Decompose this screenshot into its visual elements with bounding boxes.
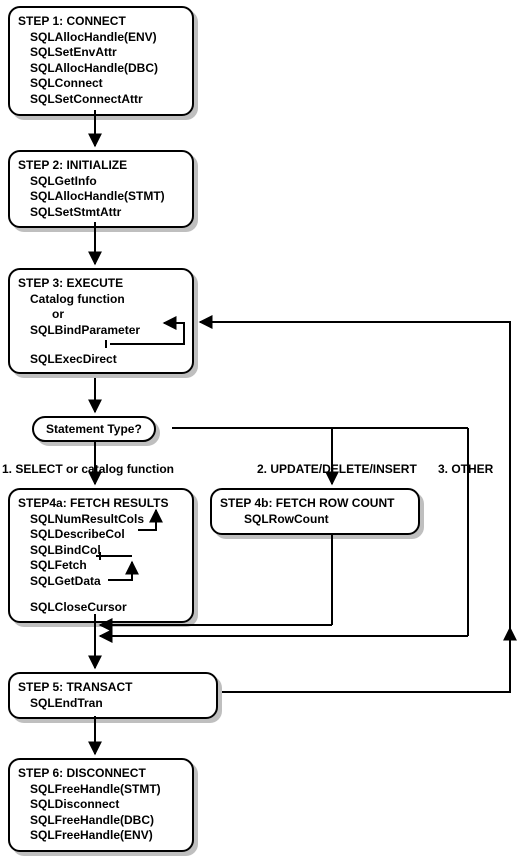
step6-line-2: SQLFreeHandle(DBC) — [30, 813, 184, 829]
step3-line-4: SQLExecDirect — [30, 352, 184, 368]
step4a-gap — [18, 590, 184, 600]
step1-box: STEP 1: CONNECT SQLAllocHandle(ENV) SQLS… — [8, 6, 194, 116]
step6-line-1: SQLDisconnect — [30, 797, 184, 813]
step1-title: STEP 1: CONNECT — [18, 14, 184, 30]
decision-box: Statement Type? — [32, 416, 156, 442]
step5-box: STEP 5: TRANSACT SQLEndTran — [8, 672, 218, 719]
step1-line-0: SQLAllocHandle(ENV) — [30, 30, 184, 46]
step6-title: STEP 6: DISCONNECT — [18, 766, 184, 782]
step3-line-3: SQLBindParameter — [30, 323, 184, 339]
step3-line-1: Catalog function — [30, 292, 184, 308]
step1-line-2: SQLAllocHandle(DBC) — [30, 61, 184, 77]
step5-line-1: SQLEndTran — [30, 696, 208, 712]
step3-title: STEP 3: EXECUTE — [18, 276, 184, 292]
step4a-line-3: SQLFetch — [30, 558, 184, 574]
step2-line-0: SQLGetInfo — [30, 174, 184, 190]
step4b-box: STEP 4b: FETCH ROW COUNT SQLRowCount — [210, 488, 420, 535]
step5-title: STEP 5: TRANSACT — [18, 680, 208, 696]
step3-box: STEP 3: EXECUTE Catalog function or SQLB… — [8, 268, 194, 374]
step3-line-2: or — [52, 307, 184, 323]
step2-line-1: SQLAllocHandle(STMT) — [30, 189, 184, 205]
step6-line-0: SQLFreeHandle(STMT) — [30, 782, 184, 798]
branch3-label: 3. OTHER — [438, 462, 493, 476]
branch2-label: 2. UPDATE/DELETE/INSERT — [257, 462, 417, 476]
step4a-line-2: SQLBindCol — [30, 543, 184, 559]
step1-line-3: SQLConnect — [30, 76, 184, 92]
decision-text: Statement Type? — [46, 422, 142, 436]
step1-line-4: SQLSetConnectAttr — [30, 92, 184, 108]
step2-line-2: SQLSetStmtAttr — [30, 205, 184, 221]
branch1-label: 1. SELECT or catalog function — [2, 462, 174, 476]
step4a-title: STEP4a: FETCH RESULTS — [18, 496, 184, 512]
step2-title: STEP 2: INITIALIZE — [18, 158, 184, 174]
step4a-box: STEP4a: FETCH RESULTS SQLNumResultCols S… — [8, 488, 194, 623]
step6-box: STEP 6: DISCONNECT SQLFreeHandle(STMT) S… — [8, 758, 194, 852]
step4b-title: STEP 4b: FETCH ROW COUNT — [220, 496, 410, 512]
step6-line-3: SQLFreeHandle(ENV) — [30, 828, 184, 844]
step4b-line-1: SQLRowCount — [244, 512, 410, 528]
step2-box: STEP 2: INITIALIZE SQLGetInfo SQLAllocHa… — [8, 150, 194, 228]
step4a-line-0: SQLNumResultCols — [30, 512, 184, 528]
step1-line-1: SQLSetEnvAttr — [30, 45, 184, 61]
step4a-line-4: SQLGetData — [30, 574, 184, 590]
step4a-line-6: SQLCloseCursor — [30, 600, 184, 616]
step4a-line-1: SQLDescribeCol — [30, 527, 184, 543]
